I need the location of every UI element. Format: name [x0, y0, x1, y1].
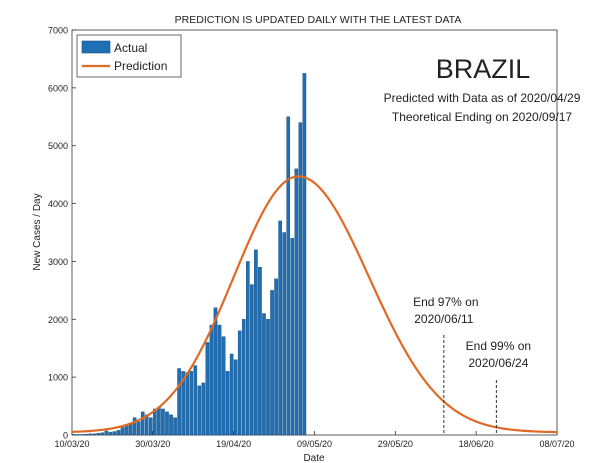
x-tick-label: 10/03/20 — [54, 439, 89, 449]
prediction-line — [71, 175, 558, 434]
x-axis-label: Date — [303, 453, 325, 463]
bar — [140, 411, 145, 436]
annotation-line-1: End 99% on — [466, 339, 531, 353]
bar — [217, 324, 222, 436]
bar — [282, 232, 287, 436]
x-tick-label: 08/07/20 — [539, 439, 574, 449]
bar — [96, 433, 101, 436]
bar — [148, 417, 153, 436]
bar — [278, 220, 282, 436]
bar — [88, 433, 93, 436]
bar — [104, 430, 109, 436]
bar — [262, 313, 266, 436]
bar — [177, 368, 181, 436]
y-tick-label: 1000 — [48, 373, 68, 383]
bar — [112, 431, 117, 436]
bar — [237, 330, 242, 436]
bar — [189, 371, 194, 436]
y-axis-label: New Cases / Day — [32, 193, 43, 270]
legend: Actual Prediction — [76, 34, 182, 78]
x-tick-label: 29/05/20 — [378, 439, 413, 449]
bar — [92, 433, 97, 436]
bar — [233, 359, 238, 436]
bar — [221, 336, 226, 436]
y-tick-label: 6000 — [48, 83, 68, 93]
bar — [169, 414, 173, 436]
legend-label-prediction: Prediction — [114, 59, 167, 73]
bar — [302, 73, 307, 436]
y-tick-label: 4000 — [48, 199, 68, 209]
bar — [258, 267, 262, 436]
country-label: BRAZIL — [436, 54, 531, 84]
x-axis: 10/03/20 30/03/20 19/04/20 09/05/20 29/05/20… — [54, 431, 575, 449]
bar — [72, 434, 76, 436]
y-tick-label: 3000 — [48, 257, 68, 267]
bar-series-actual — [72, 73, 307, 436]
bar — [254, 249, 258, 436]
legend-swatch-actual — [81, 40, 111, 54]
bar — [197, 385, 202, 436]
bar — [165, 411, 169, 436]
bar — [136, 421, 141, 436]
x-tick-label: 19/04/20 — [216, 439, 251, 449]
bar — [76, 434, 80, 436]
bar — [116, 430, 121, 436]
bar — [132, 417, 137, 436]
bar — [84, 433, 88, 436]
bar — [241, 319, 246, 436]
legend-label-actual: Actual — [114, 41, 147, 55]
bar — [286, 116, 291, 436]
bar — [181, 371, 185, 436]
bar — [294, 168, 299, 436]
y-tick-label: 7000 — [48, 26, 68, 36]
x-tick-label: 18/06/20 — [459, 439, 494, 449]
bar — [245, 261, 250, 436]
bar — [108, 431, 113, 436]
y-tick-label: 5000 — [48, 141, 68, 151]
annotation-line-1: End 97% on — [413, 295, 478, 309]
bar — [250, 284, 254, 436]
bar — [173, 417, 177, 436]
annotation-line-2: 2020/06/24 — [468, 356, 528, 370]
bar — [153, 408, 157, 436]
bar — [205, 342, 210, 436]
bar — [161, 408, 165, 436]
bar — [290, 238, 295, 436]
bar — [270, 290, 274, 436]
bar — [298, 122, 303, 436]
y-axis: 0 1000 2000 3000 4000 5000 6000 7000 — [48, 26, 76, 441]
annotation-line-2: 2020/06/11 — [414, 312, 473, 326]
bar — [100, 432, 105, 436]
bar — [225, 371, 230, 436]
bar — [201, 382, 206, 436]
bar — [266, 319, 270, 436]
bar — [80, 434, 84, 436]
bar — [274, 278, 278, 436]
bar — [229, 353, 234, 436]
bar — [128, 423, 133, 436]
bar — [185, 372, 190, 436]
bar — [157, 407, 161, 436]
chart-title: PREDICTION IS UPDATED DAILY WITH THE LAT… — [175, 14, 462, 26]
bar — [209, 324, 214, 436]
annotations: End 97% on 2020/06/11 End 99% on 2020/06/24 — [413, 295, 531, 435]
x-tick-label: 30/03/20 — [135, 439, 170, 449]
bar — [193, 365, 198, 436]
bar — [120, 427, 125, 436]
plot-area — [71, 29, 558, 436]
x-tick-label: 09/05/20 — [297, 439, 332, 449]
y-tick-label: 0 — [63, 431, 68, 441]
bar — [213, 307, 218, 436]
y-tick-label: 2000 — [48, 315, 68, 325]
info-line-2: Theoretical Ending on 2020/09/17 — [392, 110, 572, 124]
info-line-1: Predicted with Data as of 2020/04/29 — [384, 91, 581, 105]
